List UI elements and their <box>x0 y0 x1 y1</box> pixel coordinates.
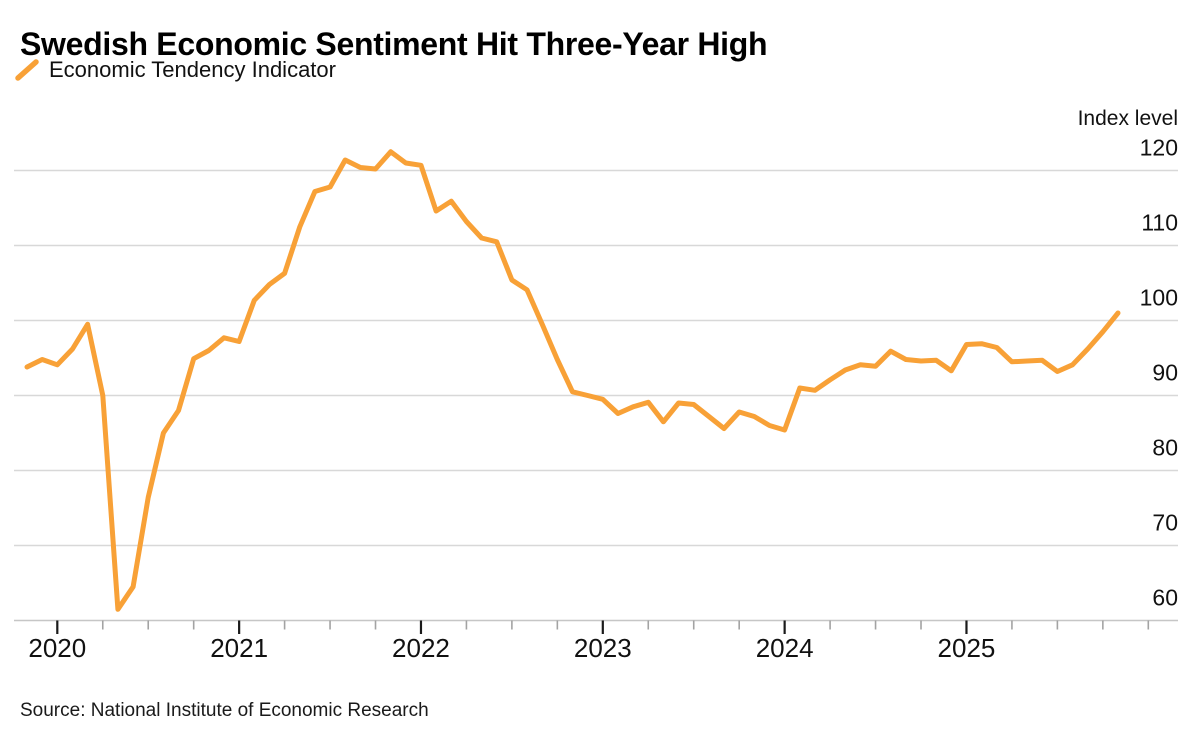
data-line-economic-tendency-indicator <box>24 149 1121 612</box>
chart-title: Swedish Economic Sentiment Hit Three-Yea… <box>20 26 768 63</box>
x-tick-label: 2024 <box>756 633 814 663</box>
y-tick-label: 60 <box>1152 585 1178 611</box>
y-tick-label: 90 <box>1152 360 1178 386</box>
legend: Economic Tendency Indicator <box>14 57 336 83</box>
y-tick-label: 100 <box>1140 285 1178 311</box>
x-tick-label: 2022 <box>392 633 450 663</box>
x-tick-label: 2020 <box>28 633 86 663</box>
source-note: Source: National Institute of Economic R… <box>20 700 429 721</box>
y-tick-label: 70 <box>1152 510 1178 536</box>
y-axis-title: Index level <box>1077 107 1178 130</box>
x-tick-label: 2021 <box>210 633 268 663</box>
line-slash-icon <box>15 59 39 81</box>
legend-label: Economic Tendency Indicator <box>49 57 336 82</box>
y-tick-label: 80 <box>1152 435 1178 461</box>
x-tick-label: 2025 <box>938 633 996 663</box>
y-tick-label: 120 <box>1140 135 1178 161</box>
x-tick-label: 2023 <box>574 633 632 663</box>
y-tick-label: 110 <box>1141 210 1178 236</box>
